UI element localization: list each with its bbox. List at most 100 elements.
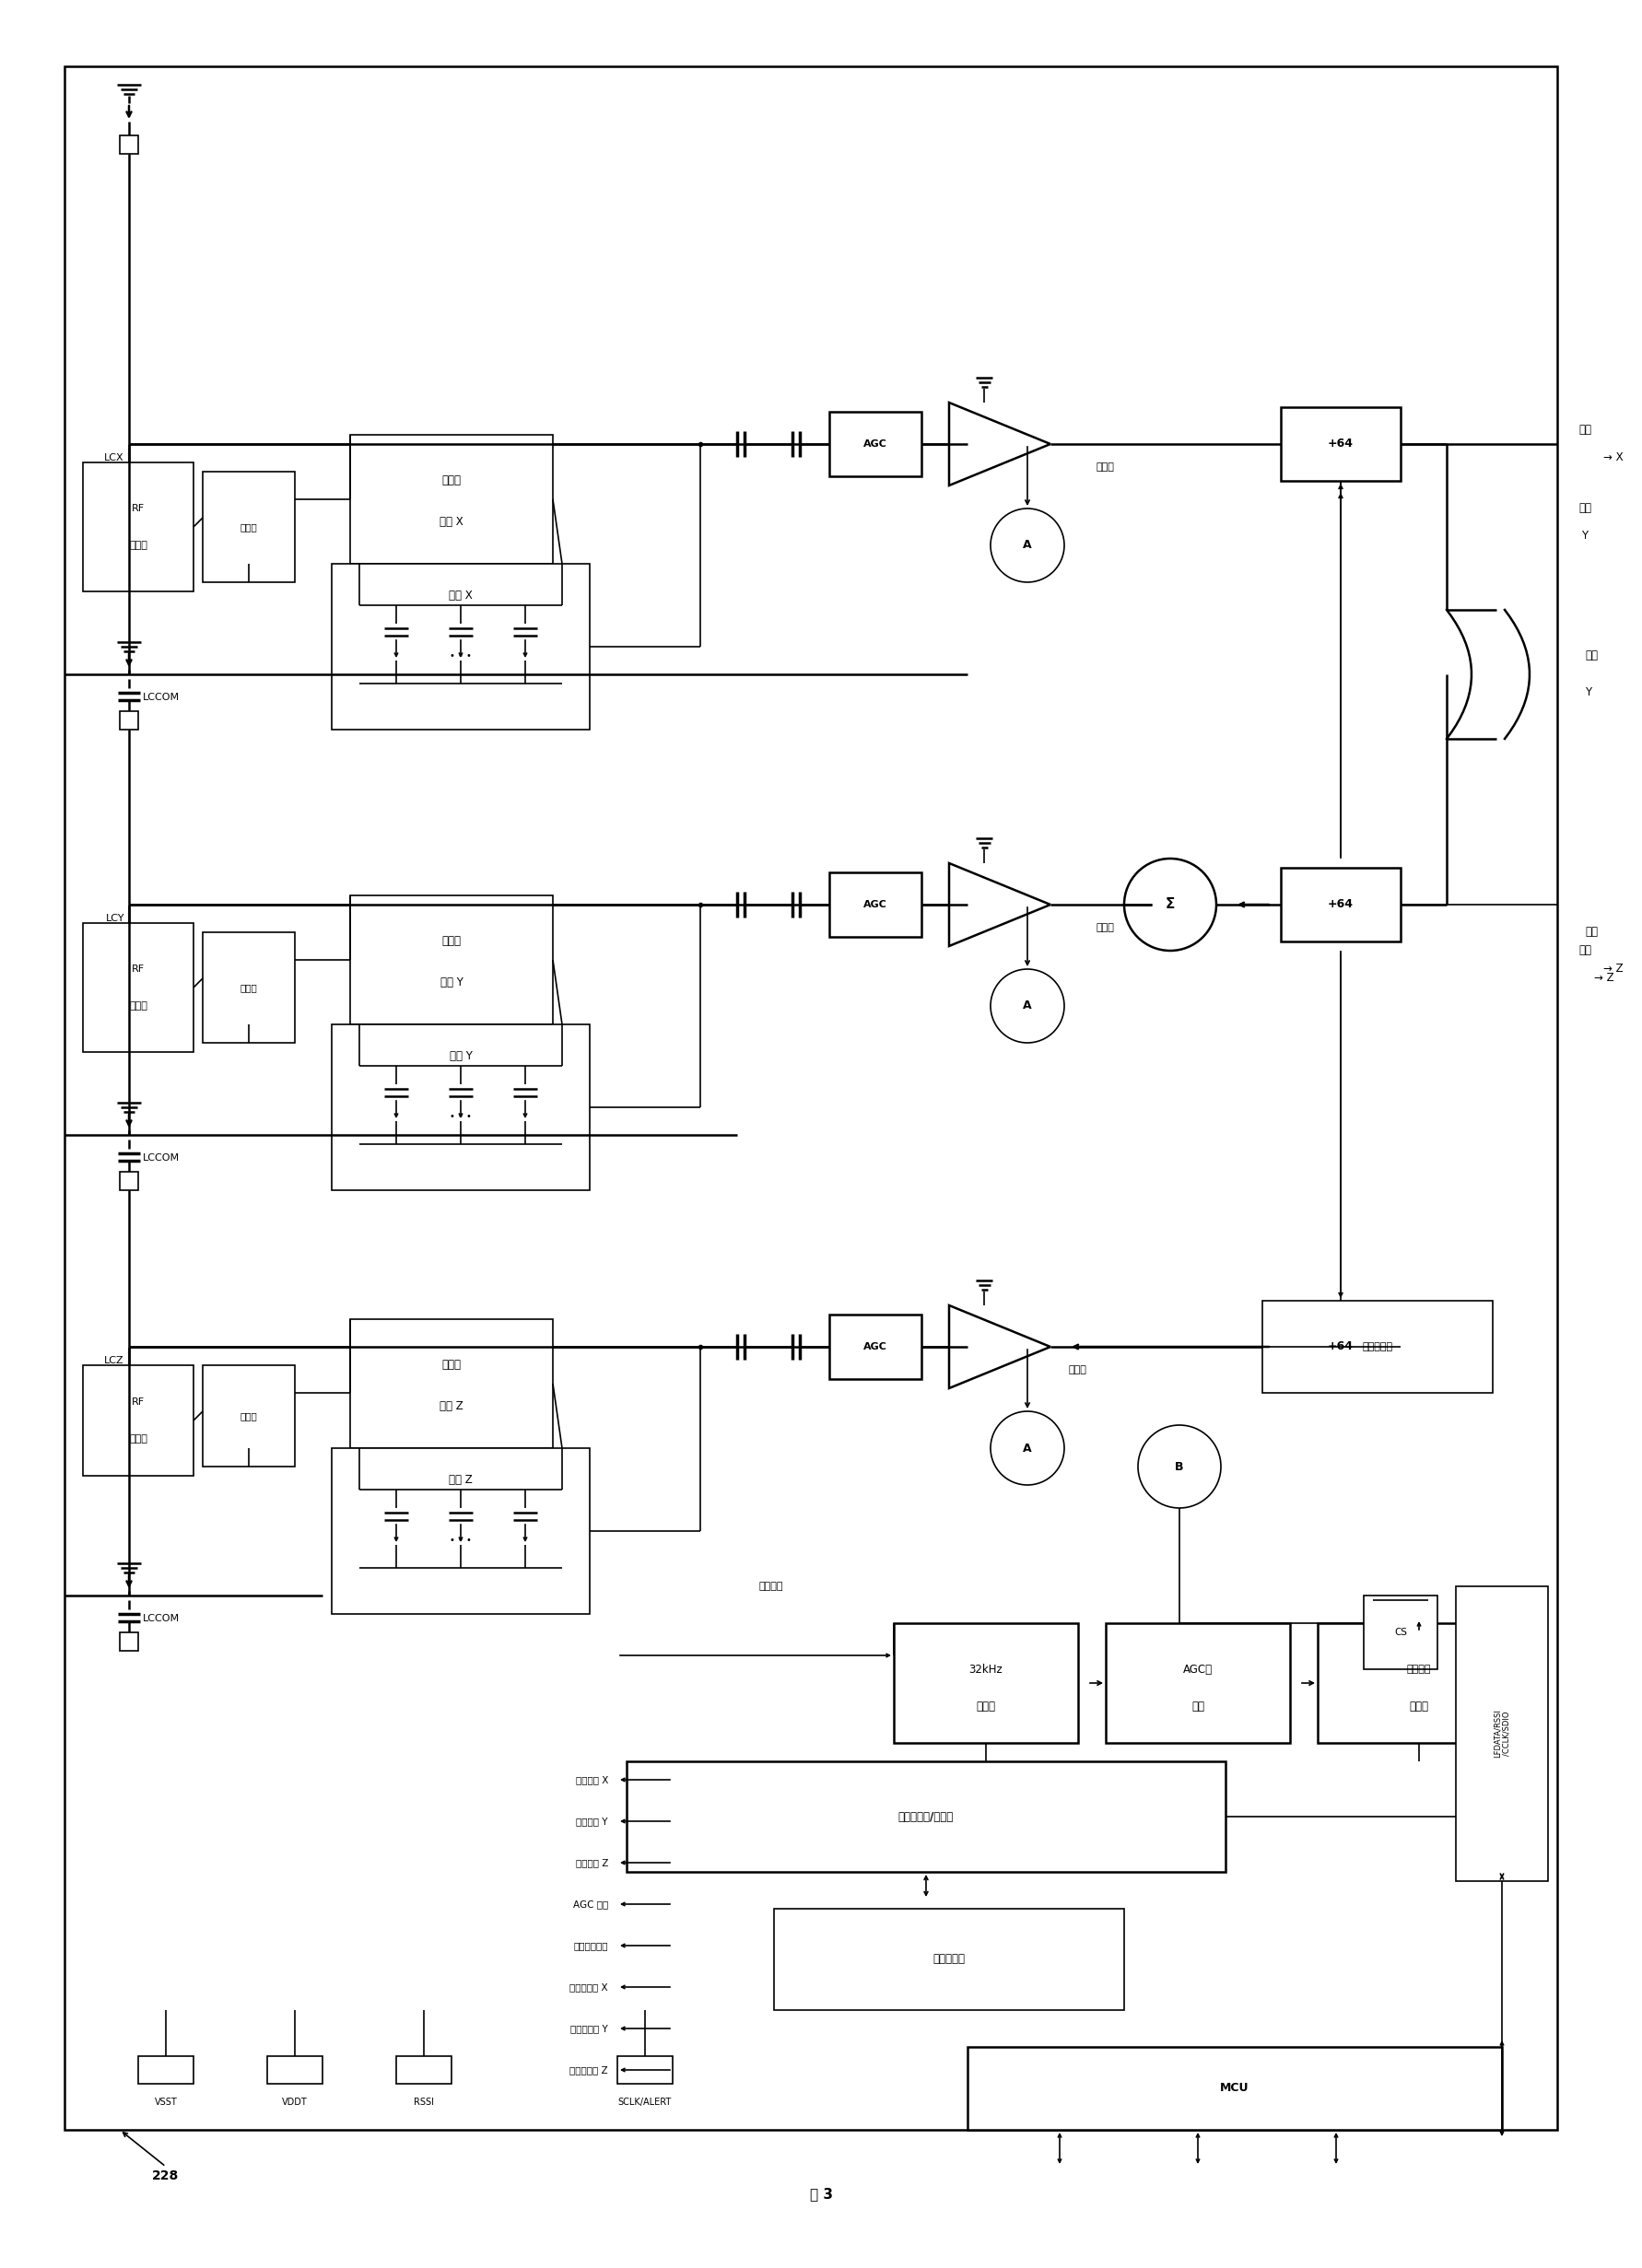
- Text: RF: RF: [131, 1397, 144, 1406]
- Text: 调制深度: 调制深度: [759, 1581, 783, 1590]
- Text: Y: Y: [1585, 687, 1591, 699]
- Bar: [82, 923, 194, 1052]
- Bar: [1281, 1311, 1399, 1383]
- Bar: [967, 2048, 1501, 2130]
- Text: RF: RF: [131, 964, 144, 973]
- Text: 图 3: 图 3: [810, 2186, 832, 2202]
- Text: 配置寄存器: 配置寄存器: [933, 1953, 964, 1966]
- Text: 检测器: 检测器: [1069, 1365, 1087, 1374]
- Text: → Z: → Z: [1593, 973, 1612, 984]
- Text: Σ: Σ: [1164, 898, 1174, 912]
- Bar: [350, 435, 553, 565]
- Text: LCY: LCY: [105, 914, 125, 923]
- Bar: [350, 896, 553, 1025]
- Bar: [138, 2057, 194, 2084]
- Bar: [829, 873, 921, 937]
- Text: 调制器: 调制器: [240, 1411, 258, 1420]
- Text: 限制器: 限制器: [130, 1433, 148, 1442]
- Bar: [829, 413, 921, 476]
- Text: 唤醒: 唤醒: [1578, 424, 1591, 435]
- Text: 输出启用: 输出启用: [1406, 1665, 1430, 1674]
- Text: 至灵敏度 Z: 至灵敏度 Z: [575, 1857, 608, 1867]
- Bar: [120, 712, 138, 730]
- Text: B: B: [1174, 1461, 1184, 1472]
- Text: A: A: [1023, 540, 1031, 551]
- Text: 滤波器: 滤波器: [1409, 1701, 1429, 1712]
- Text: 灵敏度: 灵敏度: [442, 474, 461, 488]
- Bar: [120, 1173, 138, 1191]
- Text: RF: RF: [131, 503, 144, 513]
- Text: 调制器: 调制器: [240, 982, 258, 991]
- Text: 至调谐电容 Z: 至调谐电容 Z: [570, 2066, 608, 2075]
- Text: RSSI: RSSI: [414, 2098, 433, 2107]
- Text: 32kHz: 32kHz: [969, 1662, 1002, 1676]
- Bar: [893, 1624, 1077, 1742]
- Text: 调谐 Y: 调谐 Y: [448, 1050, 471, 1064]
- Text: 唤醒: 唤醒: [1578, 946, 1591, 957]
- Text: 调谐 Z: 调谐 Z: [448, 1474, 473, 1486]
- Text: • • •: • • •: [450, 1111, 471, 1120]
- Text: CS: CS: [1394, 1628, 1406, 1637]
- Text: 控制 Y: 控制 Y: [440, 978, 463, 989]
- Text: 唤醒: 唤醒: [1585, 651, 1598, 662]
- Text: 唤醒: 唤醒: [1585, 925, 1598, 939]
- Text: +64: +64: [1327, 1340, 1353, 1352]
- Text: 灵敏度: 灵敏度: [442, 1359, 461, 1372]
- Text: 至调谐电容 Y: 至调谐电容 Y: [570, 2023, 608, 2032]
- Bar: [120, 1633, 138, 1651]
- Bar: [332, 565, 589, 730]
- Bar: [202, 932, 294, 1043]
- Bar: [1281, 869, 1399, 941]
- Bar: [396, 2057, 452, 2084]
- Text: 至灵敏度 X: 至灵敏度 X: [575, 1776, 608, 1785]
- Text: LCX: LCX: [105, 454, 125, 463]
- Bar: [82, 1365, 194, 1476]
- Text: LCCOM: LCCOM: [143, 692, 179, 703]
- Text: 至调制晶体管: 至调制晶体管: [573, 1941, 608, 1950]
- Bar: [332, 1025, 589, 1191]
- Text: 至调谐电容 X: 至调谐电容 X: [570, 1982, 608, 1991]
- Text: A: A: [1023, 1000, 1031, 1012]
- Bar: [202, 472, 294, 583]
- Bar: [1105, 1624, 1289, 1742]
- Text: 振荡器: 振荡器: [975, 1701, 995, 1712]
- Bar: [332, 1449, 589, 1615]
- Text: 调制器: 调制器: [240, 522, 258, 531]
- Text: A: A: [1023, 1442, 1031, 1454]
- Text: LCCOM: LCCOM: [143, 1154, 179, 1163]
- Bar: [617, 2057, 672, 2084]
- Text: AGC: AGC: [864, 900, 887, 909]
- Text: 228: 228: [153, 2170, 179, 2182]
- Bar: [268, 2057, 322, 2084]
- Text: 灵敏度: 灵敏度: [442, 934, 461, 948]
- Text: +64: +64: [1327, 898, 1353, 912]
- Text: AGC: AGC: [864, 1343, 887, 1352]
- Bar: [1281, 408, 1399, 481]
- Text: • • •: • • •: [450, 651, 471, 660]
- Text: 检测器: 检测器: [1095, 923, 1115, 932]
- Text: AGC: AGC: [864, 440, 887, 449]
- Text: LCZ: LCZ: [105, 1356, 125, 1365]
- Text: Y: Y: [1581, 531, 1588, 542]
- Text: +64: +64: [1327, 438, 1353, 449]
- Bar: [1317, 1624, 1519, 1742]
- Text: VSST: VSST: [154, 2098, 177, 2107]
- Text: LFDATA/RSSI
/CCLK/SDIO: LFDATA/RSSI /CCLK/SDIO: [1493, 1710, 1511, 1758]
- Bar: [1261, 1302, 1493, 1393]
- Text: 调谐 X: 调谐 X: [448, 590, 473, 601]
- Text: 控制 Z: 控制 Z: [440, 1402, 463, 1413]
- Text: 控制 X: 控制 X: [440, 517, 463, 528]
- Text: 把关定时器: 把关定时器: [1361, 1343, 1392, 1352]
- Bar: [82, 463, 194, 592]
- Bar: [120, 136, 138, 154]
- Text: • • •: • • •: [450, 1535, 471, 1545]
- Text: → Z: → Z: [1603, 964, 1622, 975]
- Text: 至灵敏度 Y: 至灵敏度 Y: [576, 1817, 608, 1826]
- Bar: [202, 1365, 294, 1467]
- Text: 限制器: 限制器: [130, 1002, 148, 1012]
- Text: 时器: 时器: [1190, 1701, 1204, 1712]
- Text: LCCOM: LCCOM: [143, 1615, 179, 1624]
- Text: MCU: MCU: [1220, 2082, 1248, 2093]
- Text: SCLK/ALERT: SCLK/ALERT: [617, 2098, 672, 2107]
- Bar: [1363, 1594, 1437, 1669]
